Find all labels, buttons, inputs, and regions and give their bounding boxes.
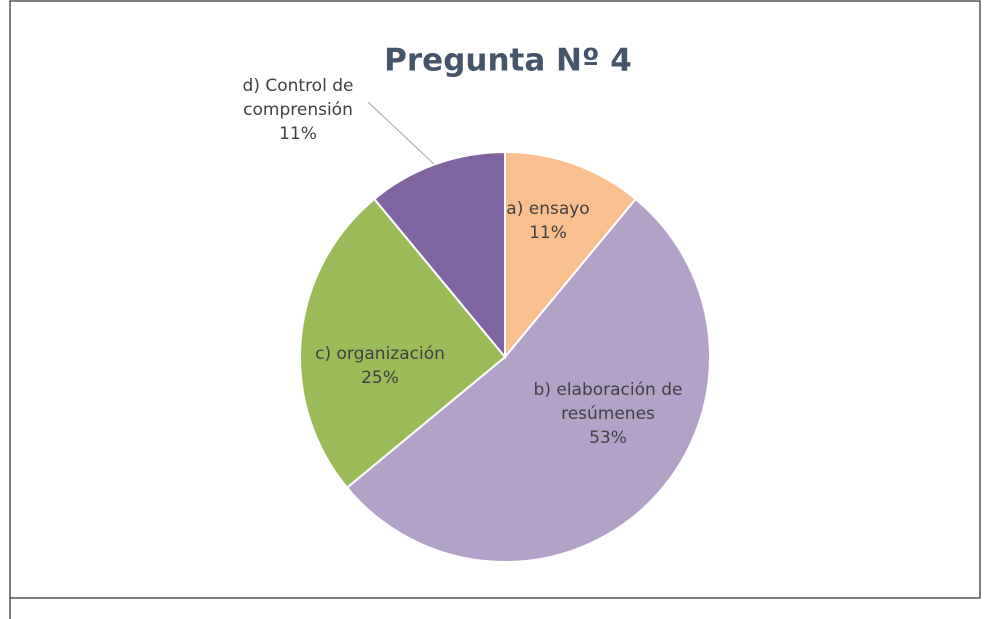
data-label: c) organización 25% [290, 342, 470, 390]
value-label: 53% [589, 428, 627, 448]
data-label: b) elaboración de resúmenes 53% [508, 378, 708, 450]
leader-line [367, 101, 436, 166]
value-label: 11% [529, 223, 567, 243]
value-label: 11% [279, 124, 317, 144]
pie-slice [372, 150, 506, 360]
chart-title: Pregunta Nº 4 [384, 43, 632, 79]
data-label: a) ensayo 11% [493, 197, 603, 245]
pie-slice [504, 150, 638, 360]
category-label: d) Control de comprensión [242, 76, 354, 120]
value-label: 25% [361, 368, 399, 388]
category-label: c) organización [315, 344, 445, 364]
pie-slice [299, 197, 507, 490]
category-label: a) ensayo [506, 199, 590, 219]
data-label: d) Control de comprensión 11% [223, 74, 373, 146]
pie-slice [345, 197, 711, 563]
category-label: b) elaboración de resúmenes [533, 380, 683, 424]
chart-frame [9, 0, 981, 599]
